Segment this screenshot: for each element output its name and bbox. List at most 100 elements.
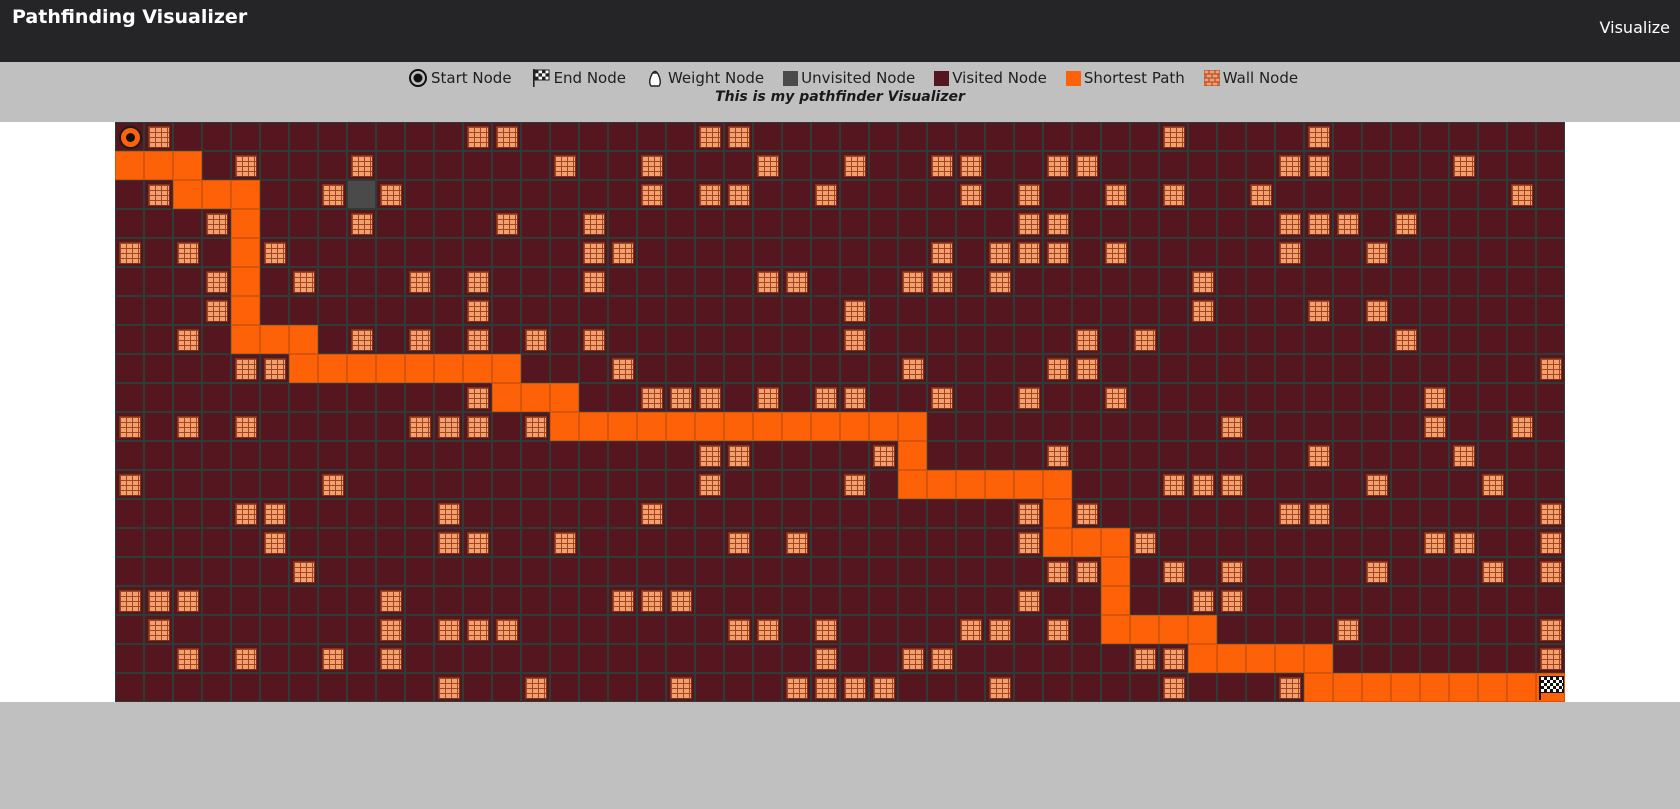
visited-node[interactable] [144,441,173,470]
visited-node[interactable] [1246,412,1275,441]
visited-node[interactable] [1333,470,1362,499]
visited-node[interactable] [1391,412,1420,441]
visited-node[interactable] [115,441,144,470]
visited-node[interactable] [1333,441,1362,470]
visited-node[interactable] [376,383,405,412]
wall-node[interactable] [1217,586,1246,615]
wall-node[interactable] [405,267,434,296]
wall-node[interactable] [1188,586,1217,615]
visited-node[interactable] [1304,383,1333,412]
visited-node[interactable] [1333,296,1362,325]
visited-node[interactable] [1072,180,1101,209]
shortest-path-node[interactable] [811,412,840,441]
visited-node[interactable] [869,122,898,151]
visited-node[interactable] [753,499,782,528]
visited-node[interactable] [811,325,840,354]
visited-node[interactable] [666,325,695,354]
visited-node[interactable] [869,499,898,528]
visited-node[interactable] [1536,441,1565,470]
visited-node[interactable] [463,180,492,209]
visited-node[interactable] [608,557,637,586]
visited-node[interactable] [637,122,666,151]
wall-node[interactable] [1130,644,1159,673]
wall-node[interactable] [1304,499,1333,528]
visited-node[interactable] [202,383,231,412]
visited-node[interactable] [173,441,202,470]
visited-node[interactable] [1246,586,1275,615]
visited-node[interactable] [550,122,579,151]
visited-node[interactable] [1246,615,1275,644]
visited-node[interactable] [898,528,927,557]
visited-node[interactable] [811,151,840,180]
visited-node[interactable] [521,499,550,528]
wall-node[interactable] [231,151,260,180]
visited-node[interactable] [1101,267,1130,296]
wall-node[interactable] [811,673,840,702]
visited-node[interactable] [666,209,695,238]
visited-node[interactable] [1333,325,1362,354]
visited-node[interactable] [637,238,666,267]
visited-node[interactable] [579,122,608,151]
visited-node[interactable] [956,412,985,441]
visited-node[interactable] [1130,122,1159,151]
visited-node[interactable] [782,383,811,412]
wall-node[interactable] [695,441,724,470]
visited-node[interactable] [550,238,579,267]
visited-node[interactable] [1478,499,1507,528]
shortest-path-node[interactable] [231,325,260,354]
shortest-path-node[interactable] [608,412,637,441]
visited-node[interactable] [1391,383,1420,412]
visited-node[interactable] [1507,325,1536,354]
visited-node[interactable] [695,528,724,557]
wall-node[interactable] [405,412,434,441]
wall-node[interactable] [1536,644,1565,673]
visited-node[interactable] [1478,325,1507,354]
visited-node[interactable] [1159,383,1188,412]
wall-node[interactable] [1362,470,1391,499]
visited-node[interactable] [782,325,811,354]
visited-node[interactable] [840,557,869,586]
visited-node[interactable] [695,209,724,238]
visited-node[interactable] [898,325,927,354]
visited-node[interactable] [608,441,637,470]
visited-node[interactable] [1246,441,1275,470]
visited-node[interactable] [434,209,463,238]
wall-node[interactable] [1391,209,1420,238]
visited-node[interactable] [202,557,231,586]
wall-node[interactable] [1304,122,1333,151]
visited-node[interactable] [666,238,695,267]
visited-node[interactable] [1246,296,1275,325]
visited-node[interactable] [550,586,579,615]
visited-node[interactable] [463,151,492,180]
visited-node[interactable] [1507,441,1536,470]
visited-node[interactable] [1188,354,1217,383]
visited-node[interactable] [782,180,811,209]
visited-node[interactable] [1130,586,1159,615]
visited-node[interactable] [782,644,811,673]
visited-node[interactable] [1333,354,1362,383]
shortest-path-node[interactable] [782,412,811,441]
visited-node[interactable] [1188,209,1217,238]
visited-node[interactable] [1391,499,1420,528]
visited-node[interactable] [1333,151,1362,180]
visited-node[interactable] [1246,383,1275,412]
visited-node[interactable] [1217,267,1246,296]
wall-node[interactable] [608,354,637,383]
wall-node[interactable] [1536,528,1565,557]
visited-node[interactable] [347,470,376,499]
visited-node[interactable] [173,267,202,296]
visited-node[interactable] [811,267,840,296]
visited-node[interactable] [898,296,927,325]
wall-node[interactable] [927,267,956,296]
wall-node[interactable] [173,325,202,354]
visited-node[interactable] [1507,122,1536,151]
wall-node[interactable] [608,238,637,267]
wall-node[interactable] [1275,499,1304,528]
visited-node[interactable] [376,325,405,354]
shortest-path-node[interactable] [550,412,579,441]
wall-node[interactable] [231,412,260,441]
visited-node[interactable] [985,122,1014,151]
visited-node[interactable] [289,499,318,528]
shortest-path-node[interactable] [1072,528,1101,557]
visited-node[interactable] [811,586,840,615]
